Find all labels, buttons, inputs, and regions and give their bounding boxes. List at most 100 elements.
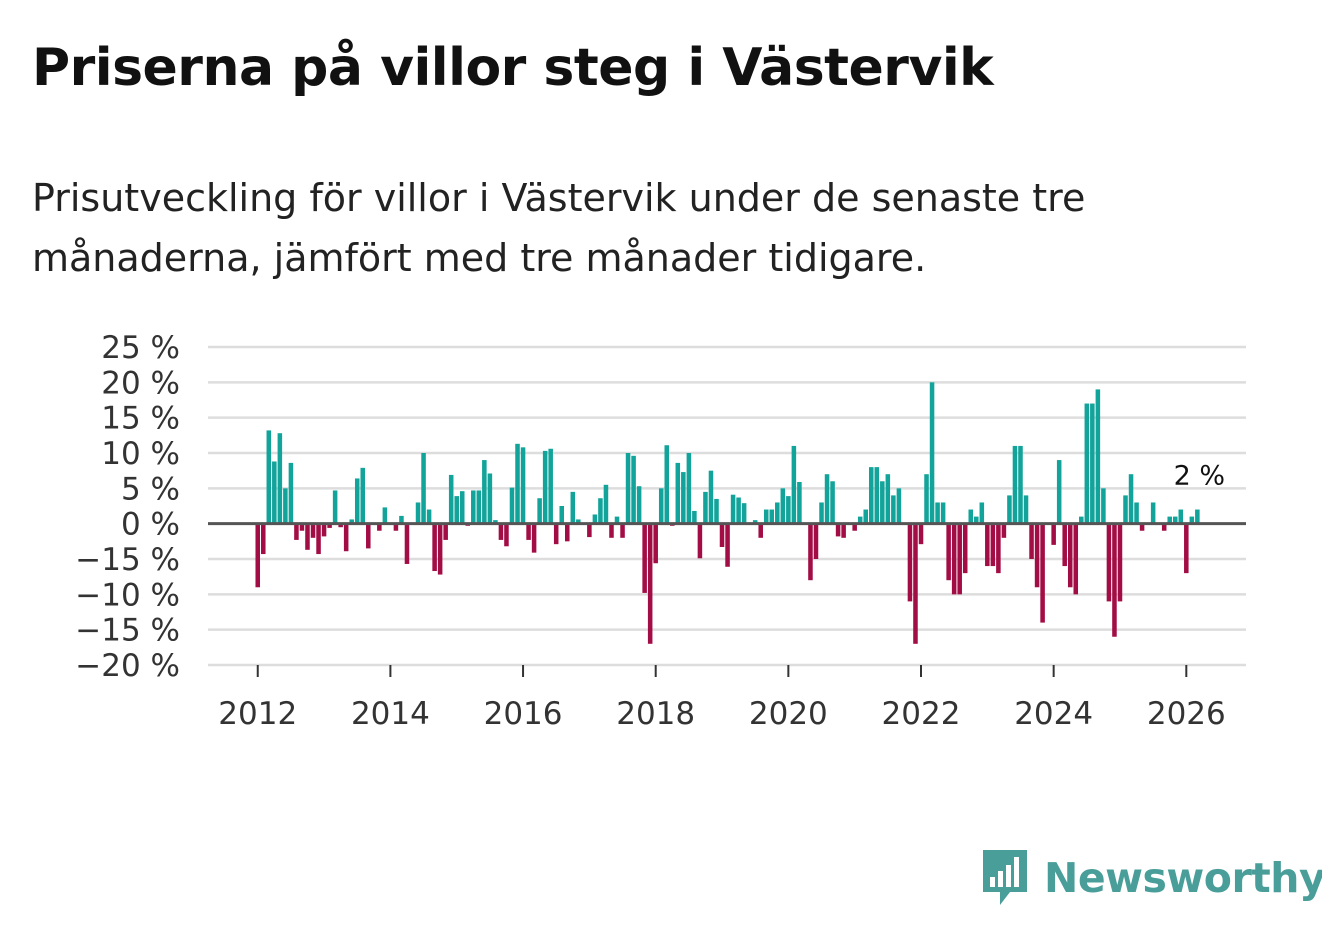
bar: [310, 523, 316, 538]
bar: [918, 523, 924, 545]
bar: [498, 523, 504, 540]
bar: [360, 467, 366, 524]
bar: [548, 448, 553, 524]
bar: [614, 516, 620, 524]
bar: [647, 523, 653, 644]
bar: [786, 496, 791, 524]
x-tick-label: 2024: [1014, 696, 1093, 732]
bar: [968, 509, 974, 524]
bar: [487, 473, 493, 524]
bar: [592, 514, 598, 524]
bar: [1007, 495, 1012, 524]
bar: [714, 498, 719, 524]
bar: [515, 443, 520, 524]
bar: [1150, 502, 1156, 524]
y-tick-label: 5 %: [121, 471, 180, 507]
bar: [542, 450, 548, 524]
bar: [1178, 509, 1184, 524]
bar: [421, 453, 426, 524]
bar: [526, 523, 531, 540]
bar: [985, 523, 990, 567]
bar: [1112, 523, 1117, 637]
bar: [399, 515, 404, 524]
bar: [598, 498, 603, 524]
bar: [576, 519, 581, 524]
bar: [1189, 516, 1195, 524]
bar: [272, 461, 277, 524]
bar: [636, 486, 642, 524]
bar: [852, 523, 857, 531]
bar: [830, 481, 835, 524]
bar: [1018, 445, 1023, 524]
bar: [697, 523, 703, 559]
bar: [1034, 523, 1040, 588]
bar: [415, 502, 421, 524]
bar: [520, 447, 526, 524]
bar: [570, 491, 576, 524]
bar: [951, 523, 957, 595]
bar: [730, 494, 736, 524]
bar: [443, 523, 448, 540]
bar: [692, 510, 697, 524]
bar: [620, 523, 625, 538]
bar: [327, 523, 332, 528]
bar: [868, 467, 874, 524]
bar: [553, 523, 559, 545]
bar: [896, 488, 902, 524]
bar: [857, 516, 863, 524]
chart-bars: [255, 382, 1200, 644]
bar: [962, 523, 968, 574]
bar: [288, 462, 294, 524]
bar: [741, 503, 747, 524]
x-tick-label: 2016: [484, 696, 563, 732]
bar: [913, 523, 918, 644]
bar: [305, 523, 310, 550]
bar: [437, 523, 443, 575]
bar: [366, 523, 371, 549]
bar: [990, 523, 996, 567]
bar: [448, 474, 454, 524]
bar: [946, 523, 951, 581]
bar: [996, 523, 1001, 574]
bar: [609, 523, 614, 538]
bar: [332, 490, 338, 524]
bar: [1084, 403, 1090, 524]
bar: [504, 523, 509, 547]
bar: [1056, 460, 1062, 524]
bar: [681, 472, 686, 524]
y-tick-label: 25 %: [101, 330, 180, 366]
y-tick-label: 0 %: [121, 507, 180, 543]
chart-annotation: 2 %: [1174, 461, 1225, 492]
bar: [1167, 516, 1172, 524]
bar: [979, 502, 985, 524]
bar: [482, 460, 487, 524]
bar: [935, 502, 940, 524]
newsworthy-logo: Newsworthy: [980, 846, 1322, 910]
bar: [1023, 495, 1029, 524]
bar: [940, 502, 946, 524]
bar: [708, 470, 714, 524]
bar: [587, 523, 592, 538]
y-tick-label: 20 %: [101, 365, 180, 401]
bar: [769, 509, 775, 524]
bar: [703, 491, 708, 524]
x-tick-label: 2018: [616, 696, 695, 732]
bar: [1161, 523, 1167, 531]
bar: [974, 516, 979, 524]
bar: [653, 523, 658, 564]
x-tick-label: 2026: [1147, 696, 1226, 732]
bar: [349, 519, 354, 524]
bar: [354, 478, 360, 524]
latest-value-annotation: 2 %: [1174, 461, 1225, 492]
bar: [1073, 523, 1079, 595]
bar: [863, 509, 868, 524]
bar: [316, 523, 321, 555]
bar: [808, 523, 813, 581]
bar: [675, 462, 681, 524]
bar: [631, 455, 636, 524]
x-tick-label: 2014: [351, 696, 430, 732]
bar: [664, 445, 670, 524]
bar: [1184, 523, 1189, 574]
bar: [1095, 389, 1101, 524]
bar: [797, 481, 802, 524]
